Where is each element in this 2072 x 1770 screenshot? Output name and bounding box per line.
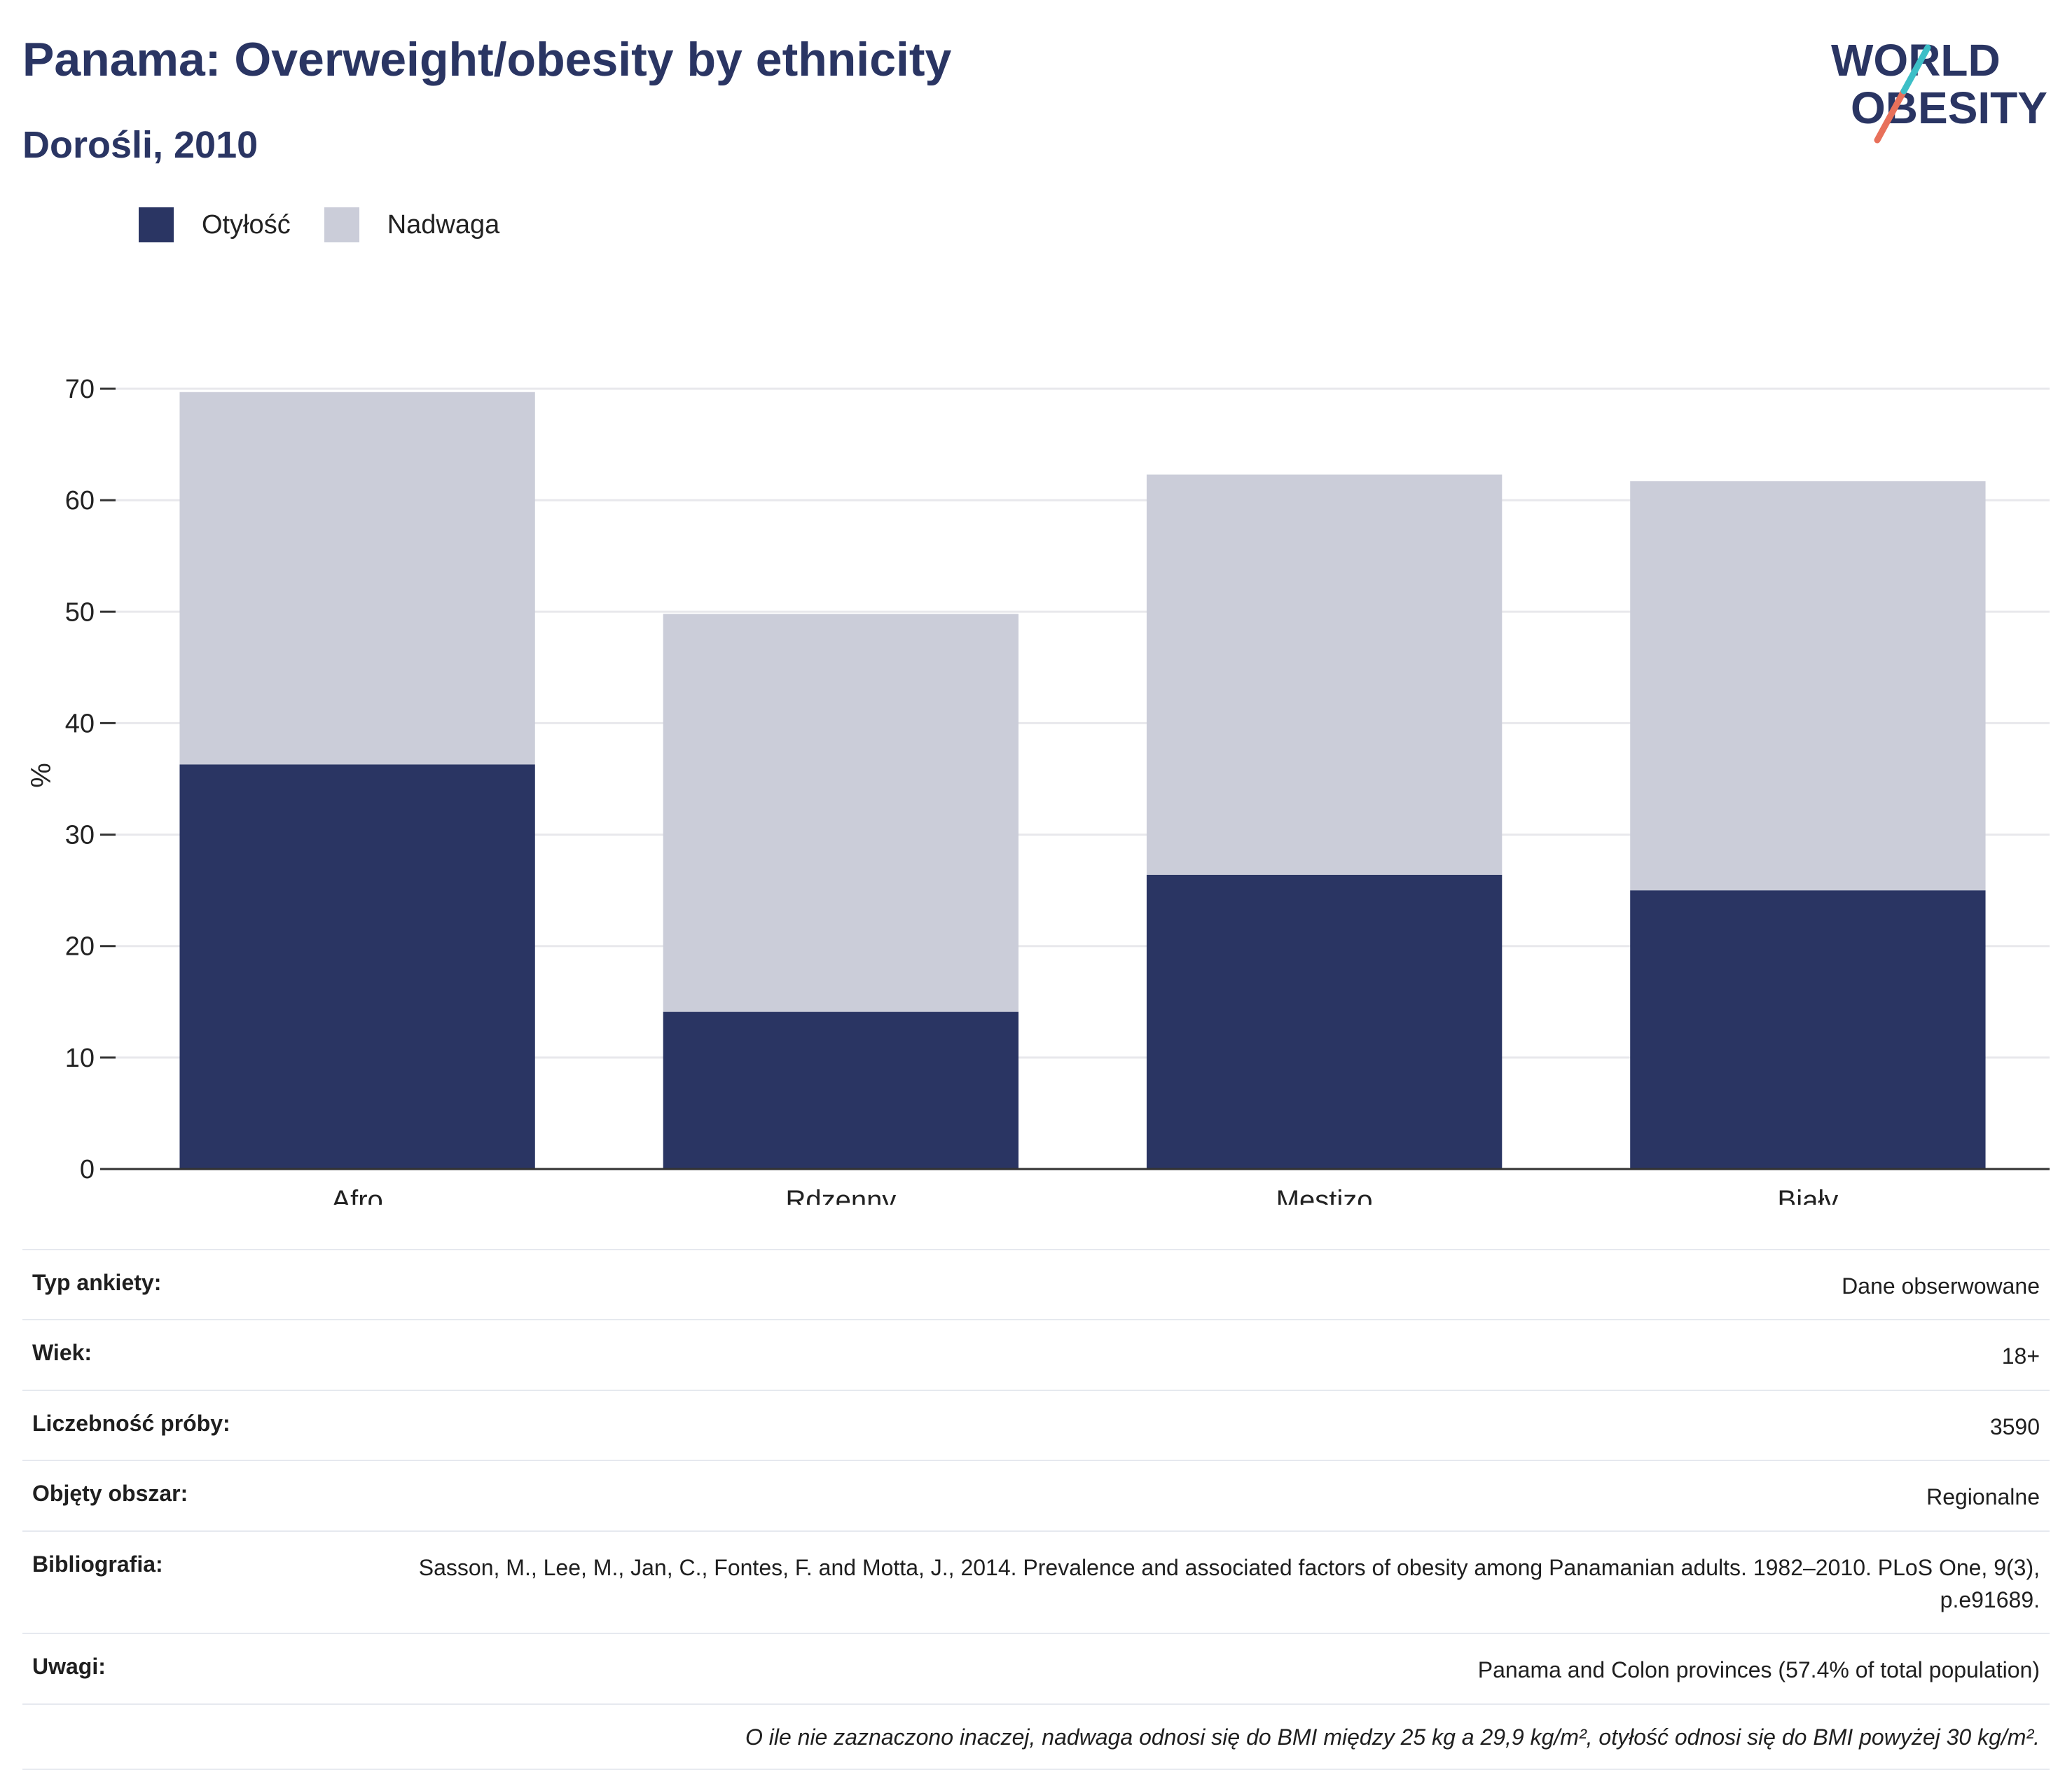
logo-line-1: WORLD (1831, 35, 2001, 85)
chart-legend: Otyłość Nadwaga (139, 207, 533, 242)
x-tick-label: Mestizo (1276, 1185, 1373, 1205)
y-tick-label: 30 (65, 821, 95, 850)
logo-line-2: OBESITY (1851, 83, 2047, 133)
y-tick-label: 70 (65, 375, 95, 404)
bar-overweight-2 (1146, 474, 1503, 875)
meta-value: Dane obserwowane (1842, 1273, 2040, 1299)
bar-obesity-2 (1146, 874, 1503, 1169)
y-tick-label: 60 (65, 486, 95, 516)
legend-item-overweight[interactable]: Nadwaga (324, 207, 500, 242)
meta-row-notes: Uwagi: Panama and Colon provinces (57.4%… (22, 1633, 2050, 1703)
y-tick-label: 50 (65, 597, 95, 627)
bar-obesity-3 (1630, 890, 1986, 1169)
meta-value: Sasson, M., Lee, M., Jan, C., Fontes, F.… (418, 1554, 2040, 1612)
legend-swatch-obesity (139, 207, 174, 242)
meta-row-age: Wiek: 18+ (22, 1319, 2050, 1389)
legend-label-overweight: Nadwaga (387, 209, 500, 240)
legend-label-obesity: Otyłość (202, 209, 291, 240)
survey-metadata-table: Typ ankiety: Dane obserwowane Wiek: 18+ … (22, 1249, 2050, 1770)
bmi-definition-note: O ile nie zaznaczono inaczej, nadwaga od… (22, 1703, 2050, 1770)
y-tick-label: 20 (65, 932, 95, 962)
stacked-bar-chart: 0 10 20 30 40 50 60 70% Afro Rdzenny Mestizo Biały (26, 375, 2050, 1205)
meta-key: Uwagi: (32, 1654, 106, 1680)
meta-value: 3590 (1989, 1413, 2040, 1439)
bar-obesity-1 (663, 1011, 1019, 1169)
x-tick-label: Afro (331, 1185, 382, 1205)
meta-row-bibliography: Bibliografia: Sasson, M., Lee, M., Jan, … (22, 1530, 2050, 1633)
meta-row-survey-type: Typ ankiety: Dane obserwowane (22, 1249, 2050, 1319)
x-tick-label: Rdzenny (785, 1185, 896, 1205)
meta-value: 18+ (2001, 1343, 2040, 1369)
y-tick-label: 40 (65, 709, 95, 738)
bar-obesity-0 (179, 764, 535, 1169)
meta-key: Wiek: (32, 1340, 92, 1366)
bar-overweight-0 (179, 392, 535, 765)
meta-key: Liczebność próby: (32, 1410, 230, 1436)
y-tick-label: 0 (80, 1155, 95, 1184)
meta-key: Bibliografia: (32, 1551, 163, 1577)
meta-value: Regionalne (1926, 1484, 2040, 1510)
bar-overweight-1 (663, 614, 1019, 1012)
meta-row-sample-size: Liczebność próby: 3590 (22, 1389, 2050, 1460)
y-tick-label: 10 (65, 1044, 95, 1073)
meta-value: Panama and Colon provinces (57.4% of tot… (1477, 1657, 2040, 1683)
legend-swatch-overweight (324, 207, 359, 242)
x-tick-label: Biały (1778, 1185, 1839, 1205)
meta-key: Typ ankiety: (32, 1270, 162, 1295)
chart-subtitle: Dorośli, 2010 (22, 124, 258, 166)
meta-row-area-covered: Objęty obszar: Regionalne (22, 1460, 2050, 1530)
y-axis-label: % (26, 763, 57, 788)
chart-title: Panama: Overweight/obesity by ethnicity (22, 33, 952, 86)
meta-key: Objęty obszar: (32, 1481, 188, 1507)
world-obesity-logo: WORLD OBESITY (1831, 35, 2047, 144)
legend-item-obesity[interactable]: Otyłość (139, 207, 291, 242)
bar-overweight-3 (1630, 481, 1986, 891)
